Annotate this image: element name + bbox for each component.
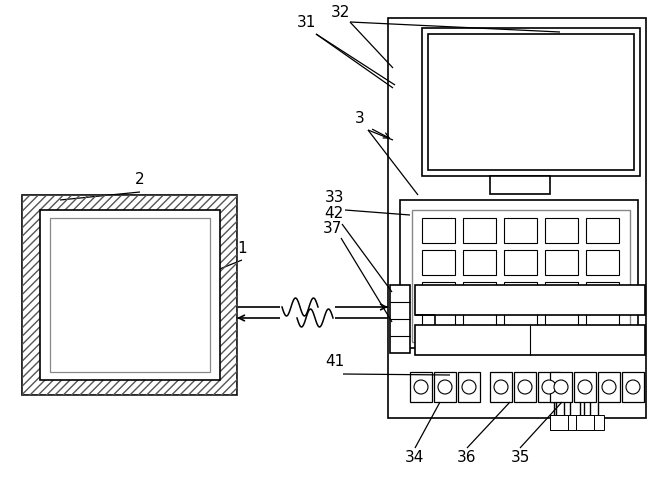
Circle shape [462,380,476,394]
Circle shape [602,380,616,394]
Bar [545,282,578,307]
Bar [422,28,640,176]
Bar [463,282,496,307]
Bar [422,218,455,243]
Text: 41: 41 [325,355,345,369]
Bar [422,250,455,275]
Bar [592,415,604,430]
Bar [40,210,220,380]
Bar [422,314,455,339]
Text: 2: 2 [135,173,145,187]
Bar [458,372,480,402]
Bar [574,372,596,402]
Bar [428,34,634,170]
Circle shape [438,380,452,394]
Circle shape [518,380,532,394]
Bar [586,282,619,307]
Bar [410,372,432,402]
Bar [622,372,644,402]
Circle shape [414,380,428,394]
Bar [504,282,537,307]
Bar [415,285,645,315]
Bar [490,176,550,194]
Bar [545,250,578,275]
Bar [415,325,645,355]
Text: 37: 37 [323,220,343,236]
Circle shape [494,380,508,394]
Text: 32: 32 [330,4,349,20]
Bar [545,314,578,339]
Text: 3: 3 [355,110,365,126]
Bar [586,218,619,243]
Bar [22,195,237,395]
Bar [412,210,630,342]
Circle shape [554,380,568,394]
Text: 1: 1 [237,240,247,256]
Bar [434,372,456,402]
Bar [598,372,620,402]
Bar [463,314,496,339]
Bar [50,218,210,372]
Circle shape [626,380,640,394]
Text: 33: 33 [325,191,345,206]
Bar [564,415,576,430]
Circle shape [542,380,556,394]
Bar [463,218,496,243]
Bar [538,372,560,402]
Text: 36: 36 [457,450,477,466]
Bar [578,415,590,430]
Bar [504,218,537,243]
Text: 34: 34 [405,450,424,466]
Bar [550,415,568,430]
Bar [514,372,536,402]
Bar [390,285,410,353]
Bar [576,415,594,430]
Bar [586,314,619,339]
Text: 31: 31 [296,14,316,30]
Bar [504,314,537,339]
Bar [388,18,646,418]
Bar [22,195,237,395]
Bar [550,372,572,402]
Bar [550,415,562,430]
Bar [586,250,619,275]
Bar [422,282,455,307]
Bar [545,218,578,243]
Circle shape [578,380,592,394]
Bar [490,372,512,402]
Bar [463,250,496,275]
Text: 42: 42 [324,206,343,220]
Bar [400,200,638,348]
Text: 35: 35 [511,450,530,466]
Bar [504,250,537,275]
